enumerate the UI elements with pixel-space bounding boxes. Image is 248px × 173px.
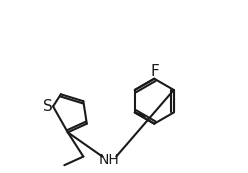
Text: S: S [43,99,53,114]
Text: F: F [151,64,159,79]
Text: NH: NH [99,153,120,167]
